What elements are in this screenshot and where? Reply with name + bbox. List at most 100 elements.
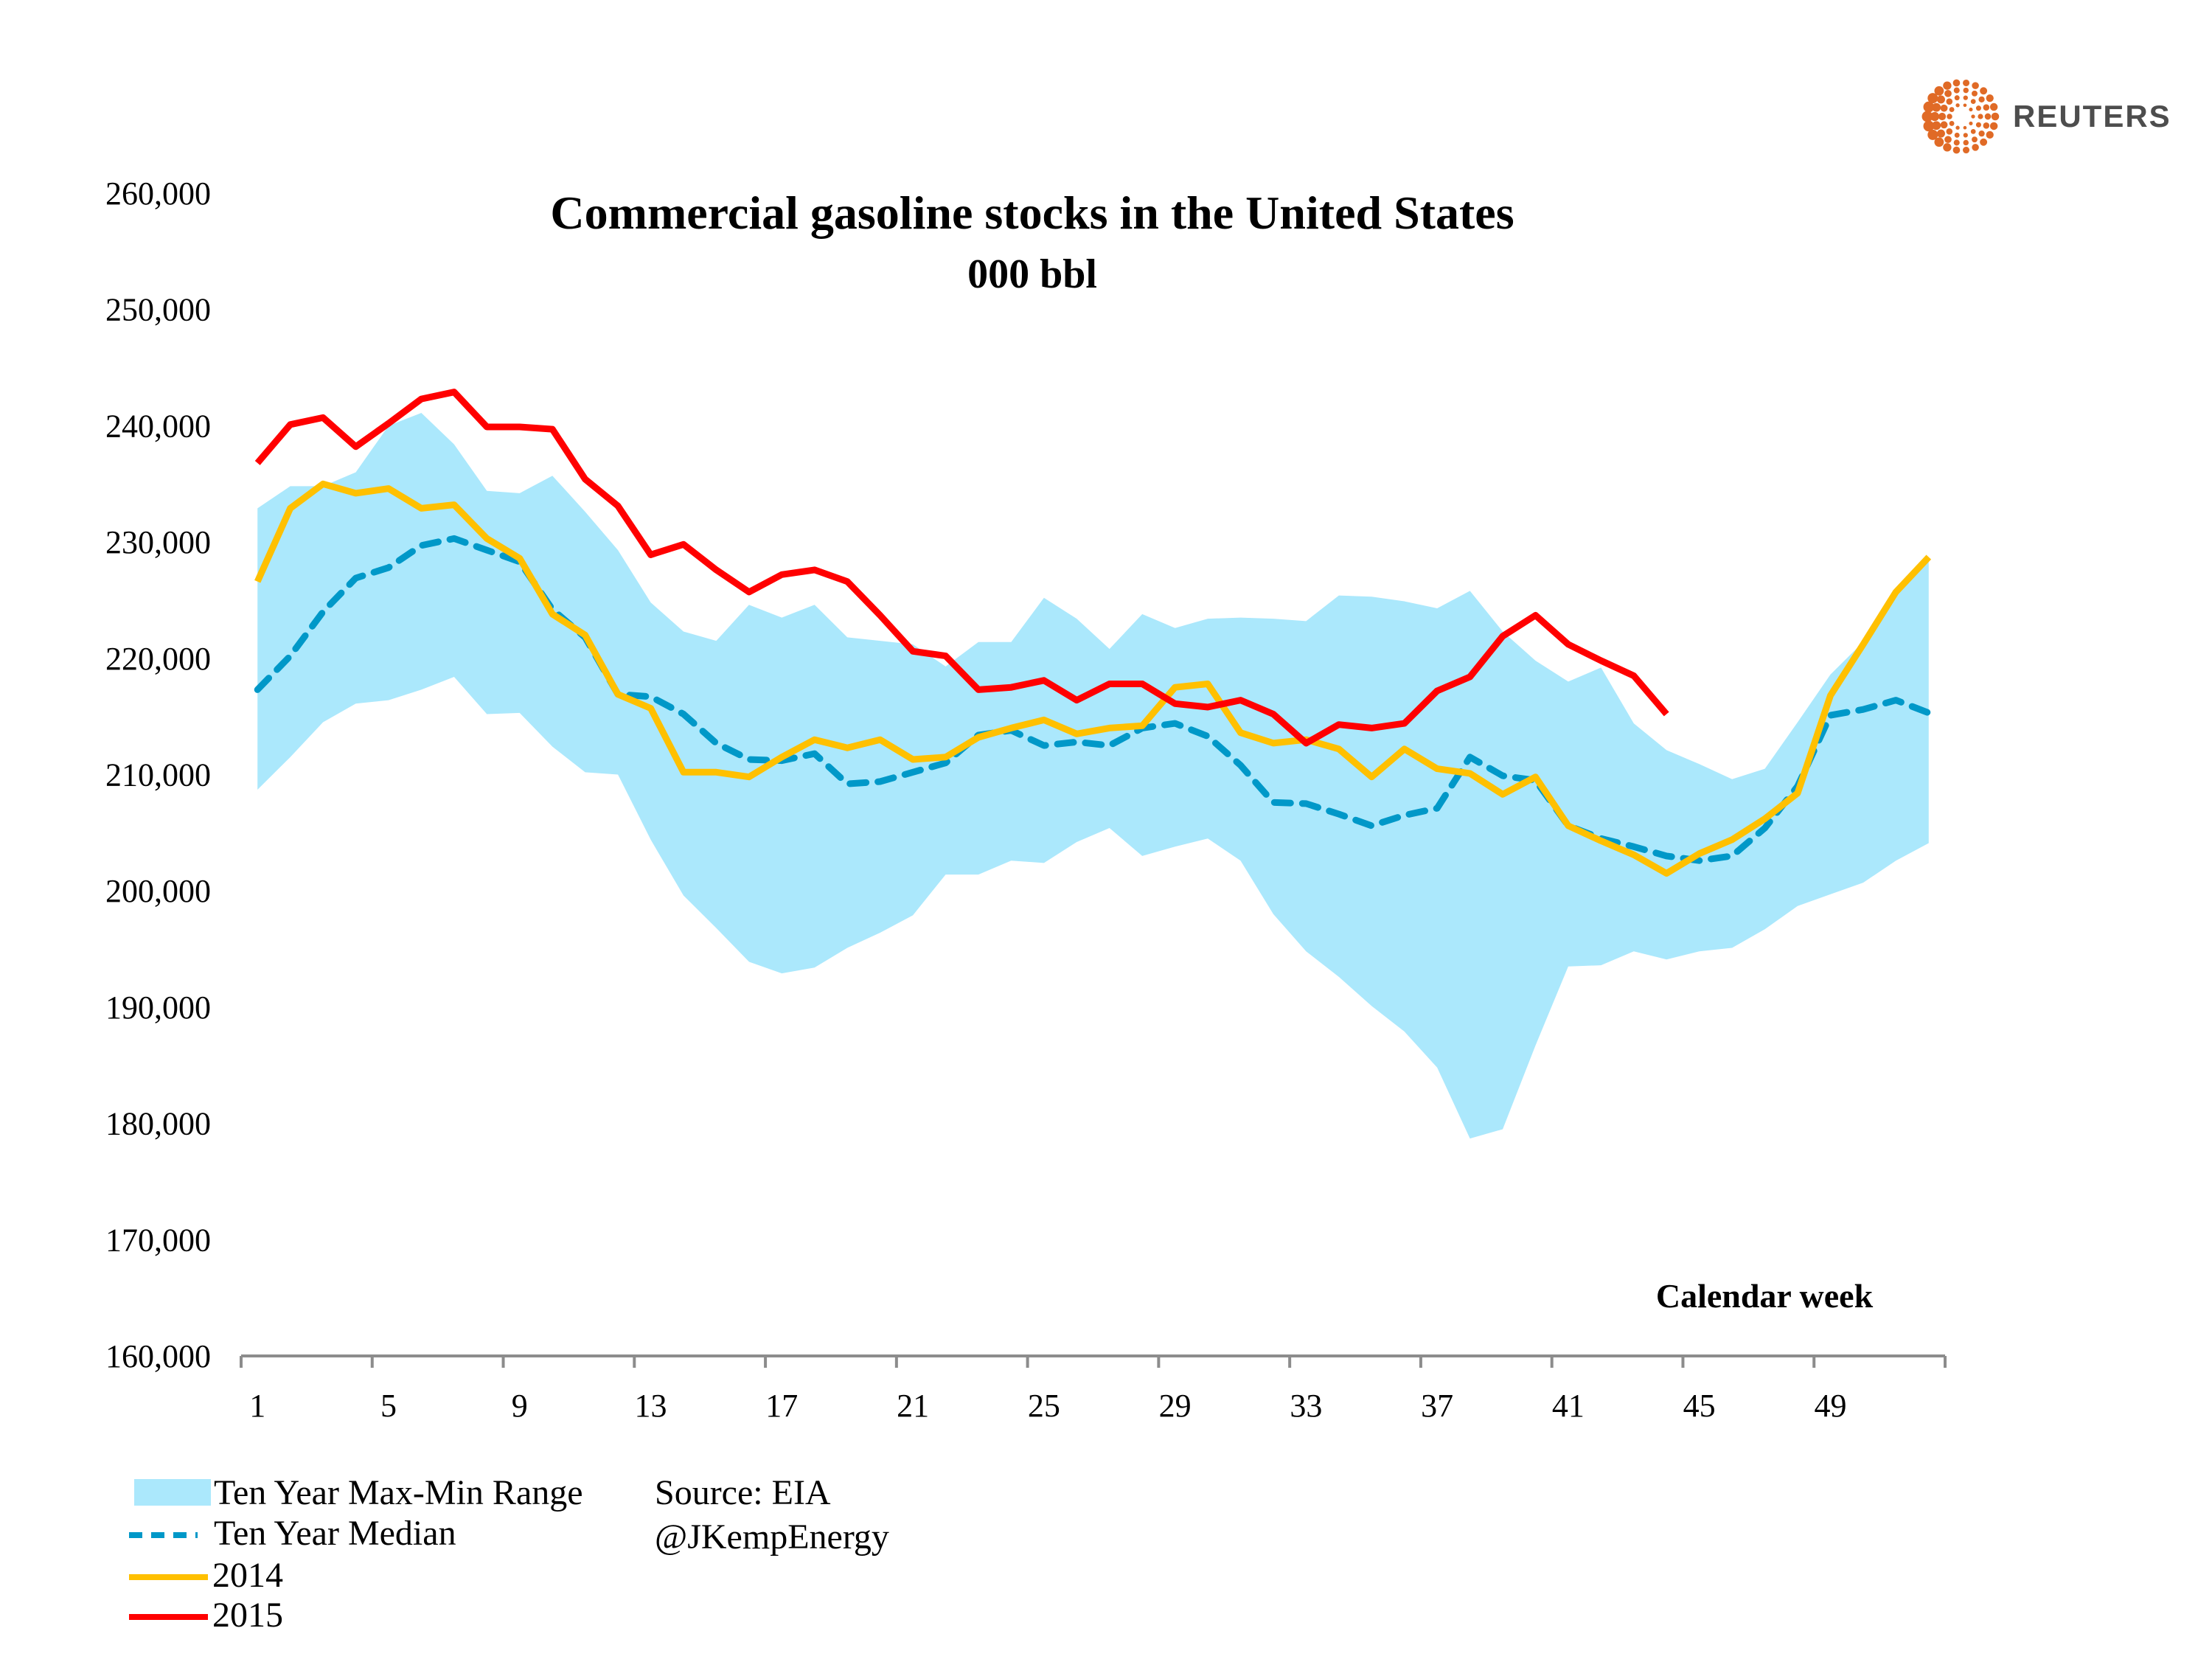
logo-dot	[1963, 125, 1967, 130]
series-line-2015	[254, 389, 1669, 747]
x-tick-label: 1	[249, 1388, 265, 1424]
logo-dot	[1943, 81, 1952, 90]
logo-dot	[1980, 138, 1988, 146]
x-tick-label: 45	[1683, 1388, 1716, 1424]
logo-dot	[1932, 121, 1941, 131]
y-tick-label: 250,000	[105, 292, 211, 328]
x-tick-label: 41	[1552, 1388, 1585, 1424]
legend: Ten Year Max-Min Range Ten Year Median 2…	[129, 1473, 583, 1635]
attribution-text: @JKempEnergy	[655, 1517, 889, 1557]
logo-dot	[1986, 131, 1994, 139]
series-line-2014	[254, 480, 1932, 877]
logo-dot	[1969, 108, 1973, 112]
y-tick-label: 260,000	[105, 175, 211, 212]
logo-dot	[1944, 89, 1952, 97]
logo-dot	[1989, 122, 1998, 131]
logo-dot	[1927, 129, 1938, 140]
logo-dot	[1970, 99, 1976, 105]
logo-dot	[1963, 133, 1968, 138]
logo-dot	[1930, 111, 1940, 122]
logo-dot	[1952, 146, 1961, 154]
legend-swatch-range-band	[134, 1479, 211, 1506]
range-band-layer	[257, 413, 1929, 1139]
axes: 160,000 170,000 180,000 190,000 200,000 210,0…	[105, 175, 1947, 1424]
logo-dot	[1963, 79, 1970, 86]
x-tick-label: 13	[635, 1388, 667, 1424]
logo-dot	[1975, 122, 1981, 128]
legend-label-2015: 2015	[212, 1596, 283, 1635]
x-tick-label: 29	[1159, 1388, 1192, 1424]
logo-dot	[1938, 112, 1947, 121]
logo-dot	[1932, 102, 1941, 112]
logo-dot	[1921, 111, 1933, 122]
logo-dot	[1953, 139, 1960, 146]
y-tick-label: 220,000	[105, 641, 211, 677]
y-tick-label: 170,000	[105, 1222, 211, 1258]
y-tick-label: 180,000	[105, 1106, 211, 1142]
x-tick-label: 37	[1421, 1388, 1453, 1424]
x-tick-label: 25	[1028, 1388, 1060, 1424]
logo-dot	[1986, 94, 1994, 102]
y-tick-label: 160,000	[105, 1338, 211, 1374]
logo-dot	[1972, 144, 1979, 151]
logo-dot	[1946, 128, 1953, 135]
x-axis-label: Calendar week	[1656, 1277, 1874, 1315]
reuters-dot-circle-icon	[1921, 79, 2000, 154]
logo-dot	[1923, 101, 1935, 113]
logo-dot	[1963, 139, 1969, 146]
logo-dot	[1934, 137, 1944, 147]
logo-dot	[1953, 87, 1960, 94]
logo-dot	[1983, 104, 1990, 111]
x-tick-label: 17	[765, 1388, 798, 1424]
chart-title: Commercial gasoline stocks in the United…	[550, 187, 1514, 239]
logo-dot	[1972, 90, 1978, 97]
logo-dot	[1952, 79, 1961, 87]
logo-dot	[1963, 147, 1970, 154]
logo-dot	[1947, 114, 1952, 119]
logo-dot	[1936, 95, 1945, 104]
logo-dot	[1978, 114, 1983, 119]
logo-dot	[1949, 120, 1955, 126]
y-axis-tick-labels: 160,000 170,000 180,000 190,000 200,000 210,0…	[105, 175, 211, 1374]
legend-label-median: Ten Year Median	[214, 1514, 456, 1553]
logo-dot	[1980, 87, 1988, 95]
logo-dot	[1927, 93, 1938, 104]
logo-dot	[1970, 128, 1976, 134]
legend-label-range: Ten Year Max-Min Range	[214, 1473, 583, 1512]
source-text: Source: EIA	[655, 1473, 831, 1512]
x-tick-label: 49	[1814, 1388, 1846, 1424]
plot-area	[254, 389, 1933, 1139]
logo-dot	[1940, 121, 1948, 129]
y-tick-label: 230,000	[105, 524, 211, 560]
reuters-logo: REUTERS	[1921, 79, 2170, 154]
logo-dot	[1936, 129, 1945, 138]
series-lines-layer	[254, 389, 1933, 877]
logo-dot	[1972, 136, 1978, 143]
y-tick-label: 200,000	[105, 873, 211, 909]
logo-dot	[1934, 86, 1944, 96]
y-tick-label: 240,000	[105, 408, 211, 444]
logo-dot	[1978, 96, 1985, 103]
x-axis-ticks: 1 5 9 13 17 21 25 29 33 37 41 45 49	[240, 1356, 1947, 1424]
logo-dot	[1963, 87, 1969, 94]
range-band	[257, 413, 1929, 1139]
logo-dot	[1943, 143, 1952, 152]
logo-dot	[1955, 125, 1960, 130]
logo-dot	[1991, 112, 2000, 121]
x-tick-label: 33	[1290, 1388, 1322, 1424]
logo-dot	[1963, 103, 1967, 108]
chart-subtitle: 000 bbl	[967, 251, 1097, 297]
logo-dot	[1949, 107, 1955, 113]
logo-dot	[1975, 105, 1981, 111]
y-tick-label: 210,000	[105, 757, 211, 793]
logo-dot	[1944, 136, 1952, 144]
logo-dot	[1954, 132, 1960, 138]
logo-dot	[1940, 104, 1948, 112]
logo-dot	[1971, 114, 1975, 119]
logo-dot	[1969, 121, 1973, 125]
logo-dot	[1955, 103, 1960, 108]
x-tick-label: 9	[512, 1388, 528, 1424]
legend-label-2014: 2014	[212, 1556, 283, 1595]
logo-dot	[1946, 98, 1953, 105]
logo-dot	[1954, 95, 1960, 101]
